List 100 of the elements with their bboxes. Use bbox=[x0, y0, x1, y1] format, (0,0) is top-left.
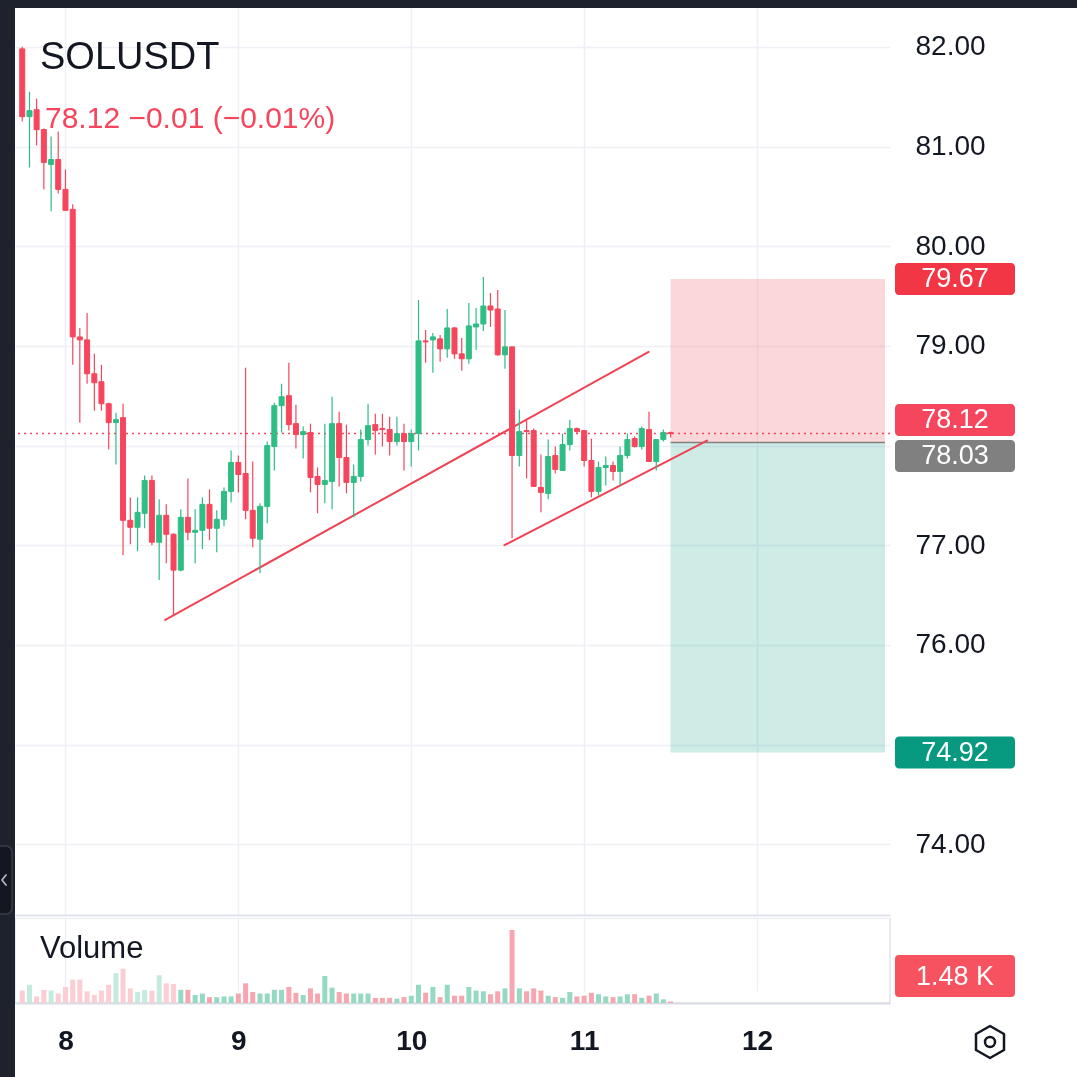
bar bbox=[560, 997, 566, 1003]
bar bbox=[336, 992, 342, 1003]
bar bbox=[228, 996, 234, 1003]
bar bbox=[487, 994, 493, 1003]
bar bbox=[27, 984, 33, 1003]
bar bbox=[91, 994, 97, 1003]
bar bbox=[34, 996, 40, 1003]
bar bbox=[632, 994, 638, 1003]
bar bbox=[639, 997, 645, 1003]
bar bbox=[545, 995, 551, 1003]
bar bbox=[307, 988, 313, 1003]
candlestick bbox=[429, 332, 436, 374]
bar bbox=[163, 983, 169, 1003]
text: 78.12 −0.01 (−0.01%) bbox=[45, 101, 336, 134]
candlestick bbox=[537, 453, 544, 513]
candlestick bbox=[444, 308, 451, 359]
bar bbox=[480, 991, 486, 1003]
bar bbox=[315, 993, 321, 1003]
bar bbox=[300, 994, 306, 1003]
bar bbox=[264, 993, 270, 1003]
text: SOLUSDT bbox=[40, 35, 220, 77]
bar bbox=[617, 996, 623, 1003]
candlestick bbox=[401, 423, 407, 472]
candlestick bbox=[516, 409, 523, 468]
bar bbox=[286, 986, 292, 1003]
bar bbox=[423, 992, 429, 1003]
bar bbox=[596, 994, 602, 1003]
bar bbox=[84, 991, 90, 1003]
candlestick bbox=[300, 426, 307, 460]
bar bbox=[322, 975, 328, 1003]
bar bbox=[113, 973, 119, 1003]
bar bbox=[192, 994, 198, 1003]
bar bbox=[646, 995, 652, 1003]
candlestick bbox=[26, 91, 33, 169]
candlestick bbox=[422, 329, 429, 364]
bar bbox=[574, 996, 580, 1003]
bar bbox=[199, 993, 205, 1003]
bar bbox=[394, 998, 400, 1003]
bar bbox=[538, 990, 544, 1003]
bar bbox=[185, 989, 191, 1003]
candlestick bbox=[610, 460, 617, 482]
bar bbox=[502, 988, 508, 1003]
bar bbox=[106, 984, 112, 1003]
y-tick-label: 82.00 bbox=[915, 30, 986, 62]
y-tick-label: 76.00 bbox=[915, 628, 986, 660]
bar bbox=[624, 994, 630, 1003]
bar bbox=[343, 993, 349, 1003]
bar bbox=[401, 997, 407, 1003]
bar bbox=[603, 996, 609, 1003]
bar bbox=[581, 995, 587, 1003]
y-tick-label: 74.00 bbox=[915, 827, 986, 859]
x-tick-label: 10 bbox=[396, 1024, 428, 1056]
bar bbox=[660, 999, 666, 1003]
y-tick-label: 81.00 bbox=[915, 130, 986, 162]
bar bbox=[214, 997, 220, 1003]
candlestick bbox=[206, 488, 213, 541]
bar bbox=[437, 997, 443, 1003]
candlestick bbox=[501, 309, 508, 370]
bar bbox=[351, 993, 357, 1003]
candlestick bbox=[552, 445, 559, 475]
x-tick-label: 11 bbox=[569, 1024, 600, 1056]
bar bbox=[451, 995, 457, 1003]
bar bbox=[149, 990, 155, 1003]
bar bbox=[552, 997, 558, 1003]
bar bbox=[178, 989, 184, 1003]
bar bbox=[250, 992, 256, 1003]
text: 1.48 K bbox=[895, 955, 1015, 997]
bar bbox=[459, 995, 465, 1003]
bar bbox=[430, 986, 436, 1003]
bar bbox=[610, 997, 616, 1003]
bar bbox=[257, 993, 263, 1003]
x-tick-label: 9 bbox=[231, 1024, 247, 1056]
bar bbox=[142, 989, 148, 1003]
ref-line-label: 78.03 bbox=[921, 440, 989, 471]
bar bbox=[206, 997, 212, 1003]
bar bbox=[416, 984, 422, 1003]
bar bbox=[235, 993, 241, 1003]
bar bbox=[156, 975, 162, 1003]
bar bbox=[524, 991, 530, 1003]
bar bbox=[77, 979, 83, 1003]
bar bbox=[48, 990, 54, 1003]
bar bbox=[509, 930, 515, 1003]
bar bbox=[55, 993, 61, 1003]
bar bbox=[279, 989, 285, 1003]
band-label: 79.67 bbox=[921, 263, 989, 294]
bar bbox=[495, 991, 501, 1003]
ref-line-label: 78.12 bbox=[921, 404, 989, 435]
bar bbox=[387, 997, 393, 1003]
x-tick-label: 12 bbox=[741, 1024, 774, 1056]
candlestick bbox=[393, 416, 400, 447]
bar bbox=[221, 996, 227, 1003]
bar bbox=[171, 984, 177, 1003]
bar bbox=[293, 992, 299, 1003]
bar bbox=[120, 968, 126, 1003]
bar bbox=[588, 992, 594, 1003]
candlestick bbox=[638, 426, 645, 451]
bar bbox=[329, 987, 335, 1003]
candlestick bbox=[437, 334, 444, 363]
bar bbox=[444, 984, 450, 1003]
bar bbox=[127, 988, 133, 1003]
